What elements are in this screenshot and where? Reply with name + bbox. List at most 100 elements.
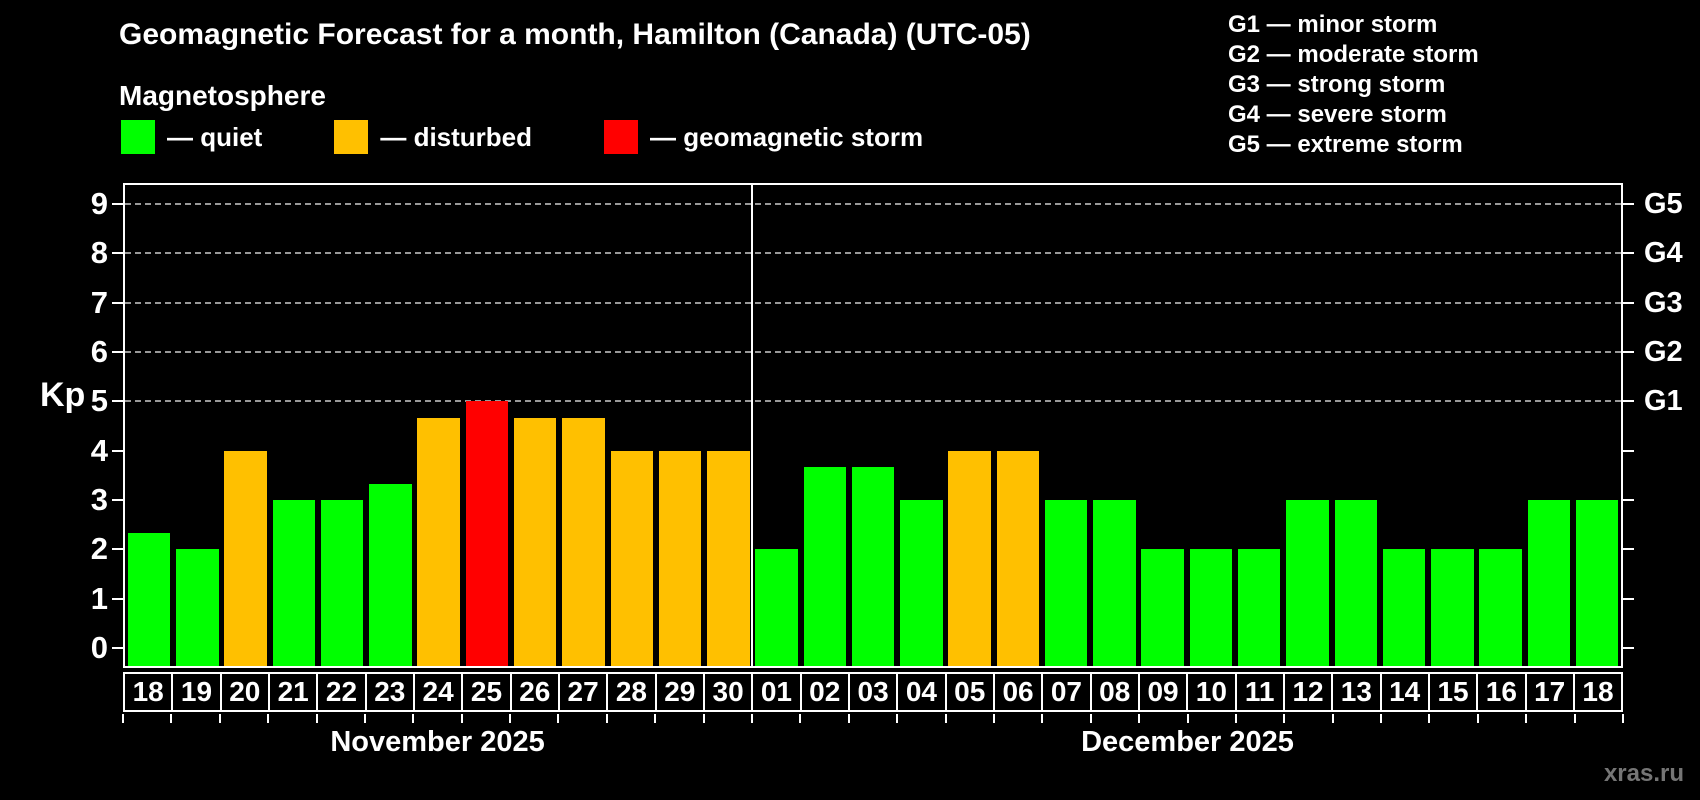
- bar-slot: [222, 185, 270, 666]
- right-axis-tick: [1623, 449, 1634, 452]
- storm-color-swatch-icon: [604, 120, 639, 154]
- date-boundary-tick: [1234, 714, 1237, 723]
- date-cell: 08: [1089, 672, 1140, 712]
- month-label: December 2025: [1081, 726, 1294, 758]
- date-cell: 29: [654, 672, 705, 712]
- y-tick-label: 9: [90, 185, 108, 221]
- month-labels-row: November 2025 December 2025: [123, 726, 1623, 759]
- date-boundary-tick: [1622, 714, 1624, 723]
- kp-bar: [755, 549, 798, 666]
- bar-slot: [1042, 185, 1090, 666]
- legend-item-quiet: — quiet: [121, 120, 262, 154]
- y-tick-label: 8: [90, 235, 108, 271]
- date-cell: 22: [316, 672, 367, 712]
- date-cell: 14: [1379, 672, 1430, 712]
- quiet-color-swatch-icon: [121, 120, 155, 154]
- date-cell: 26: [509, 672, 560, 712]
- date-boundary-tick: [267, 714, 270, 723]
- date-cell: 18: [123, 672, 174, 712]
- left-axis-tick: [112, 202, 123, 205]
- kp-bar: [1479, 549, 1522, 666]
- date-cell: 11: [1234, 672, 1285, 712]
- right-axis-tick: [1623, 597, 1634, 600]
- month-divider-line: [751, 185, 754, 666]
- bar-slot: [1090, 185, 1138, 666]
- kp-bar: [1575, 500, 1619, 666]
- kp-bar: [514, 417, 557, 666]
- y-tick-label: 3: [90, 482, 108, 518]
- y-tick-label: 4: [90, 432, 108, 468]
- bar-slot: [1283, 185, 1331, 666]
- y-tick-label: 5: [90, 383, 108, 419]
- month-label: November 2025: [330, 726, 545, 758]
- date-cell: 12: [1282, 672, 1334, 712]
- kp-bar: [996, 450, 1040, 666]
- storm-scale-line-g1: G1 — minor storm: [1228, 11, 1438, 38]
- left-axis-tick: [112, 597, 123, 600]
- bar-slot: [849, 185, 897, 666]
- date-boundary-tick: [1428, 714, 1431, 723]
- bar-slot: [1139, 185, 1187, 666]
- kp-bar: [610, 450, 654, 666]
- legend-item-label: — disturbed: [380, 121, 533, 152]
- date-cell: 15: [1427, 672, 1479, 712]
- kp-bar: [272, 500, 316, 666]
- kp-bar: [1093, 500, 1136, 666]
- kp-bar: [851, 466, 895, 666]
- kp-bar: [127, 533, 171, 666]
- left-axis-tick: [112, 400, 123, 403]
- right-axis-tick: [1623, 350, 1634, 353]
- y-tick-label: 7: [90, 284, 108, 320]
- kp-bar: [1189, 549, 1233, 666]
- kp-bar: [1044, 500, 1088, 666]
- kp-bar: [1286, 500, 1329, 666]
- date-boundary-tick: [1380, 714, 1383, 723]
- date-boundary-tick: [460, 714, 463, 723]
- kp-bar: [562, 417, 605, 666]
- date-cell: 01: [751, 672, 802, 712]
- kp-bar: [948, 450, 991, 666]
- kp-bar: [1382, 549, 1426, 666]
- legend-item-label: — quiet: [167, 121, 263, 152]
- gridline-g2: [125, 350, 1621, 353]
- y-tick-label: 1: [90, 580, 108, 616]
- legend-item-storm: — geomagnetic storm: [604, 120, 923, 154]
- storm-scale-line-g4: G4 — severe storm: [1228, 101, 1447, 128]
- kp-bar: [803, 466, 847, 666]
- bar-slot: [897, 185, 945, 666]
- gridline-g4: [125, 252, 1621, 255]
- date-cell: 21: [267, 672, 319, 712]
- magnetosphere-label: Magnetosphere: [119, 80, 326, 111]
- gridline-g5: [125, 202, 1621, 205]
- date-cell: 02: [799, 672, 850, 712]
- date-boundary-tick: [1525, 714, 1528, 723]
- date-boundary-tick: [1573, 714, 1576, 723]
- date-cell: 10: [1186, 672, 1237, 712]
- bar-slot: [270, 185, 318, 666]
- bar-slot: [559, 185, 607, 666]
- bar-slot: [994, 185, 1042, 666]
- y-tick-label: 0: [90, 630, 108, 666]
- date-cell: 23: [364, 672, 415, 712]
- bar-slot: [463, 185, 511, 666]
- date-boundary-tick: [1186, 714, 1189, 723]
- y-tick-label: 6: [90, 333, 108, 369]
- kp-bar: [900, 500, 943, 666]
- bar-slot: [946, 185, 994, 666]
- bar-slot: [656, 185, 704, 666]
- status-legend: — quiet — disturbed — geomagnetic storm: [121, 120, 923, 154]
- g-level-label-g5: G5: [1644, 187, 1683, 220]
- date-boundary-tick: [1089, 714, 1092, 723]
- date-boundary-tick: [1476, 714, 1479, 723]
- kp-bar: [224, 450, 267, 666]
- bar-slot: [1573, 185, 1621, 666]
- g-level-label-g1: G1: [1644, 385, 1683, 418]
- date-boundary-tick: [218, 714, 221, 723]
- date-boundary-tick: [1283, 714, 1286, 723]
- date-boundary-tick: [363, 714, 366, 723]
- right-axis-tick: [1623, 252, 1634, 255]
- kp-bar: [1238, 549, 1281, 666]
- legend-item-disturbed: — disturbed: [334, 120, 532, 154]
- y-axis-label: Kp: [40, 376, 86, 414]
- date-boundary-tick: [170, 714, 173, 723]
